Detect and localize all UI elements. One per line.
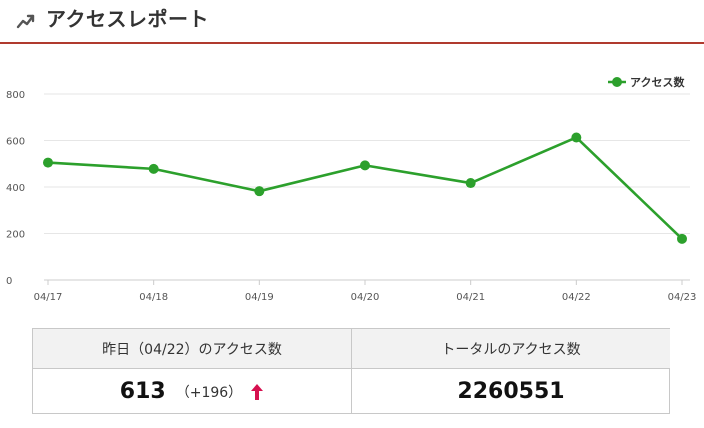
yesterday-access-cell: 613 （+196） bbox=[33, 369, 352, 414]
x-tick-label: 04/21 bbox=[456, 292, 485, 303]
x-tick-label: 04/17 bbox=[34, 292, 63, 303]
legend-label: アクセス数 bbox=[630, 75, 685, 89]
yesterday-access-diff: （+196） bbox=[175, 384, 243, 401]
trending-up-icon bbox=[16, 14, 35, 29]
report-header: アクセスレポート bbox=[0, 0, 704, 44]
y-tick-label: 0 bbox=[6, 276, 12, 287]
chart-canvas: 0 200 400 600 800 04/17 04/18 04/19 04/20 04/21 04… bbox=[6, 75, 697, 303]
data-point bbox=[571, 132, 582, 143]
y-tick-label: 200 bbox=[6, 230, 25, 241]
x-tick-label: 04/22 bbox=[562, 292, 591, 303]
data-point bbox=[465, 178, 476, 189]
yesterday-access-label: 昨日（04/22）のアクセス数 bbox=[33, 329, 352, 369]
data-point bbox=[148, 163, 159, 174]
data-point bbox=[254, 186, 265, 197]
y-tick-label: 400 bbox=[6, 183, 25, 194]
access-stats-table: 昨日（04/22）のアクセス数 トータルのアクセス数 613 （+196） 22… bbox=[32, 328, 670, 414]
data-point bbox=[677, 233, 687, 244]
total-access-value: 2260551 bbox=[457, 379, 565, 404]
y-tick-label: 800 bbox=[6, 90, 25, 101]
legend-swatch-dot bbox=[612, 77, 622, 87]
x-tick-label: 04/23 bbox=[668, 292, 697, 303]
up-arrow-icon bbox=[251, 383, 264, 400]
x-tick-label: 04/18 bbox=[139, 292, 168, 303]
access-line-chart: 0 200 400 600 800 04/17 04/18 04/19 04/20 04/21 04… bbox=[0, 50, 704, 312]
yesterday-access-value: 613 bbox=[119, 379, 166, 404]
x-tick-label: 04/20 bbox=[351, 292, 380, 303]
total-access-cell: 2260551 bbox=[352, 369, 670, 414]
x-tick-label: 04/19 bbox=[245, 292, 274, 303]
y-tick-label: 600 bbox=[6, 137, 25, 148]
data-point bbox=[360, 160, 370, 171]
data-point bbox=[43, 157, 53, 168]
total-access-label: トータルのアクセス数 bbox=[352, 329, 670, 369]
page-title: アクセスレポート bbox=[46, 7, 209, 31]
series-line bbox=[47, 136, 683, 240]
